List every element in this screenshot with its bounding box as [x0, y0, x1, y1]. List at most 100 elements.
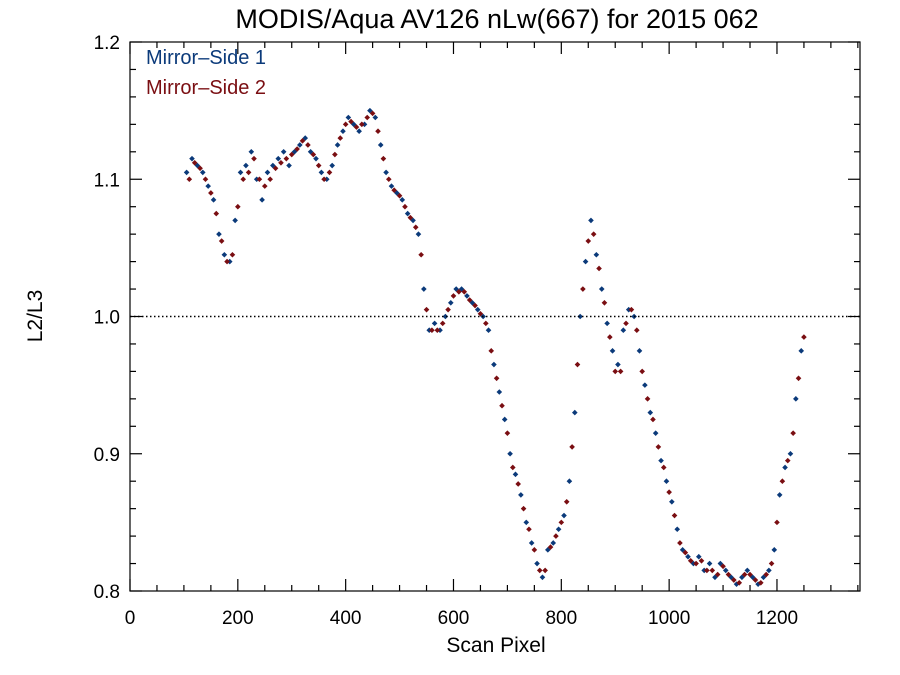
point-series-1 — [286, 162, 292, 169]
point-series-1 — [334, 142, 341, 148]
point-series-1 — [270, 162, 276, 169]
point-series-1 — [216, 231, 222, 237]
point-series-2 — [186, 176, 193, 183]
point-series-2 — [666, 489, 672, 495]
point-series-1 — [243, 162, 249, 169]
point-series-2 — [569, 444, 575, 450]
point-series-1 — [593, 251, 600, 258]
point-series-1 — [447, 299, 454, 306]
point-series-1 — [329, 162, 335, 169]
point-series-2 — [229, 251, 236, 258]
point-series-2 — [434, 327, 441, 334]
point-series-2 — [617, 368, 624, 375]
point-series-2 — [450, 293, 457, 299]
point-series-2 — [553, 533, 559, 539]
point-series-1 — [518, 492, 524, 498]
plot-area: 0 200 400 600 800 1000 1200 0.8 0.9 1.0 1.1 1.2 — [94, 33, 861, 629]
point-series-2 — [741, 571, 748, 578]
point-series-1 — [199, 169, 206, 176]
point-series-2 — [725, 571, 732, 578]
point-series-2 — [251, 155, 257, 162]
y-tick-label: 1.2 — [94, 33, 120, 54]
point-series-2 — [580, 286, 586, 292]
point-series-2 — [278, 159, 284, 166]
x-tick-label: 1000 — [648, 608, 690, 629]
point-series-1 — [275, 155, 282, 162]
point-series-2 — [779, 478, 786, 484]
point-series-1 — [280, 149, 287, 155]
point-series-2 — [294, 146, 300, 152]
point-series-2 — [245, 169, 252, 176]
point-series-1 — [297, 142, 303, 148]
point-series-2 — [396, 192, 403, 199]
point-series-2 — [585, 238, 592, 244]
point-series-1 — [345, 114, 352, 121]
point-series-2 — [542, 567, 548, 574]
point-series-2 — [682, 549, 689, 556]
point-series-2 — [693, 560, 699, 567]
point-series-2 — [590, 231, 597, 237]
point-series-2 — [402, 203, 408, 210]
point-series-1 — [485, 327, 492, 334]
point-series-2 — [747, 571, 753, 578]
point-series-1 — [647, 409, 654, 416]
point-series-2 — [342, 121, 349, 128]
point-series-1 — [555, 526, 562, 533]
point-series-2 — [774, 519, 780, 526]
point-series-1 — [685, 553, 691, 560]
point-series-1 — [464, 293, 470, 299]
point-series-2 — [429, 327, 435, 334]
point-series-2 — [240, 176, 247, 183]
point-series-2 — [466, 297, 473, 303]
point-series-2 — [531, 547, 538, 553]
point-series-1 — [415, 231, 422, 237]
point-series-2 — [364, 114, 371, 121]
y-tick-label: 0.9 — [94, 445, 120, 466]
point-series-2 — [504, 430, 511, 436]
point-series-1 — [722, 567, 729, 574]
point-series-1 — [404, 210, 411, 217]
point-series-1 — [739, 574, 745, 581]
point-series-2 — [677, 540, 683, 546]
y-axis-label: L2/L3 — [24, 290, 47, 343]
point-series-2 — [763, 571, 769, 578]
legend-entry-mirror-side-2: Mirror–Side 2 — [146, 77, 266, 99]
point-series-1 — [399, 197, 406, 203]
point-series-1 — [210, 197, 217, 203]
point-series-2 — [412, 224, 419, 231]
point-series-1 — [237, 169, 244, 176]
point-series-2 — [272, 165, 279, 172]
point-series-2 — [520, 505, 527, 512]
point-series-2 — [752, 577, 759, 583]
point-series-1 — [421, 286, 427, 292]
point-series-1 — [431, 320, 438, 327]
point-series-1 — [620, 327, 627, 334]
point-series-1 — [318, 169, 325, 176]
axis-ticks — [129, 41, 860, 592]
data-points — [183, 107, 807, 587]
point-series-1 — [356, 128, 362, 135]
point-series-2 — [574, 361, 581, 368]
point-series-2 — [299, 138, 306, 144]
x-tick-label: 1200 — [756, 608, 798, 629]
point-series-2 — [261, 183, 268, 189]
point-series-1 — [394, 190, 400, 196]
point-series-2 — [633, 327, 640, 334]
point-series-1 — [658, 457, 664, 464]
point-series-2 — [202, 176, 209, 183]
y-tick-label: 0.8 — [94, 582, 120, 603]
point-series-2 — [596, 265, 602, 272]
point-series-1 — [663, 478, 670, 484]
point-series-1 — [372, 114, 379, 121]
point-series-1 — [264, 169, 271, 176]
point-series-1 — [491, 361, 497, 368]
point-series-1 — [534, 560, 540, 567]
point-series-2 — [558, 519, 565, 526]
point-series-2 — [795, 375, 802, 382]
point-series-2 — [337, 135, 344, 141]
point-series-2 — [655, 444, 662, 450]
point-series-2 — [359, 121, 365, 128]
point-series-1 — [695, 553, 702, 560]
point-series-2 — [563, 498, 570, 505]
point-series-2 — [213, 210, 220, 217]
